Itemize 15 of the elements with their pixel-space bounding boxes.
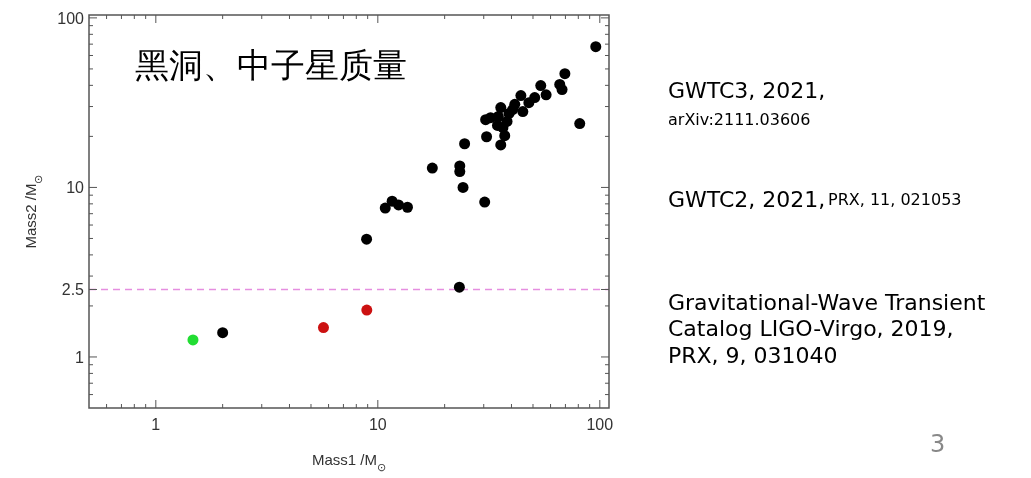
text: arXiv:2111.03606 — [668, 110, 811, 130]
text: GWTC2, 2021, — [668, 187, 826, 214]
y-tick-label: 2.5 — [61, 281, 85, 299]
x-tick-label: 10 — [368, 416, 387, 433]
text: PRX, 11, 021053 — [828, 190, 963, 210]
x-tick-label: 100 — [586, 416, 614, 433]
y-tick-label: 100 — [57, 9, 85, 27]
text: GWTC3, 2021, — [668, 78, 826, 105]
text: Gravitational-Wave Transient Catalog LIGO-Virgo, 2019, PRX, 9, 031040 — [668, 290, 987, 370]
y-tick-label: 1 — [75, 348, 85, 366]
x-tick-label: 1 — [151, 416, 161, 433]
y-tick-label: 10 — [66, 179, 85, 197]
text: 黑洞、中子星质量 — [135, 45, 407, 85]
x-axis-title: Mass1 /M$_{⊙}$ — [311, 451, 387, 473]
text: 3 — [930, 430, 946, 459]
